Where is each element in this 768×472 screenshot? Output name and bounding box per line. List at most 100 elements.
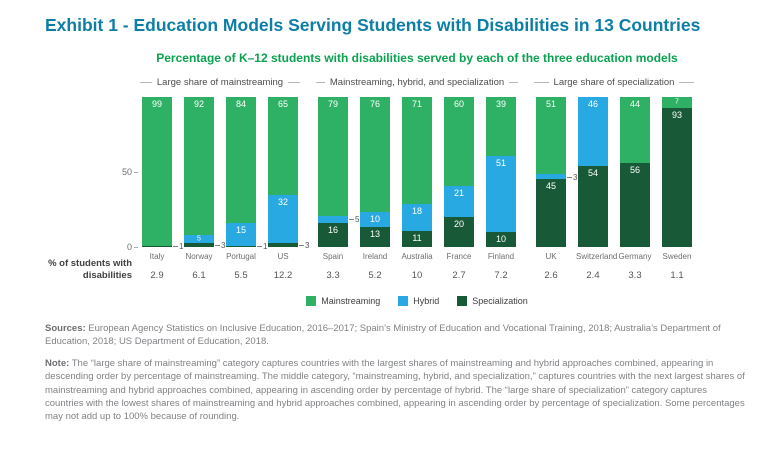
stacked-bar: 51 45 bbox=[536, 97, 566, 248]
bar-group: Large share of specialization 3 51 45 UK 2.6 4… bbox=[534, 76, 694, 281]
bar-column: 60 21 20 France 2.7 bbox=[442, 97, 476, 281]
segment-hybrid bbox=[318, 215, 348, 224]
segment-specialization bbox=[142, 245, 172, 248]
group-header-line bbox=[288, 82, 300, 84]
stacked-bar: 44 56 bbox=[620, 97, 650, 248]
legend-label: Mainstreaming bbox=[321, 296, 381, 307]
bar-area: 99 bbox=[140, 97, 174, 248]
country-label: Italy bbox=[149, 252, 165, 262]
bar-value-label: 51 bbox=[495, 157, 506, 168]
legend-item-mainstreaming: Mainstreaming bbox=[306, 296, 381, 307]
group-header: Mainstreaming, hybrid, and specializatio… bbox=[316, 76, 519, 89]
bar-value-label: 21 bbox=[453, 188, 464, 199]
legend-item-hybrid: Hybrid bbox=[398, 296, 439, 307]
segment-hybrid: 5 bbox=[184, 235, 214, 243]
segment-hybrid: 21 bbox=[444, 186, 474, 218]
country-label: Germany bbox=[618, 252, 652, 262]
country-label: Switzerland bbox=[576, 252, 618, 262]
group-header-line bbox=[316, 82, 325, 84]
bar-column: 76 10 13 Ireland 5.2 bbox=[358, 97, 392, 281]
segment-mainstreaming: 76 bbox=[360, 97, 390, 213]
bar-value-label: 44 bbox=[629, 99, 640, 110]
bar-value-label: 60 bbox=[453, 99, 464, 110]
pct-students-value: 3.3 bbox=[628, 270, 642, 282]
country-label: Finland bbox=[487, 252, 515, 262]
country-label: Sweden bbox=[662, 252, 692, 262]
segment-hybrid bbox=[536, 174, 566, 179]
pct-students-value: 6.1 bbox=[192, 270, 206, 282]
segment-mainstreaming: 7 bbox=[662, 97, 692, 108]
segment-hybrid: 10 bbox=[360, 212, 390, 228]
stacked-bar: 99 bbox=[142, 97, 172, 248]
bar-column: 46 54 Switzerland 2.4 bbox=[576, 97, 618, 282]
bar-value-label: 3 bbox=[299, 241, 309, 250]
bar-area: 76 10 13 bbox=[358, 97, 392, 248]
y-tick: 0 bbox=[127, 242, 138, 252]
pct-students-value: 2.4 bbox=[586, 270, 600, 282]
stacked-bar: 76 10 13 bbox=[360, 97, 390, 248]
exhibit-title: Exhibit 1 - Education Models Serving Stu… bbox=[45, 15, 701, 35]
segment-mainstreaming: 71 bbox=[402, 97, 432, 204]
bar-value-label: 71 bbox=[411, 99, 422, 110]
y-tick: 50 bbox=[122, 167, 138, 177]
bar-area: 7 93 bbox=[660, 97, 694, 248]
bar-value-label: 20 bbox=[453, 219, 464, 230]
bar-value-label: 10 bbox=[495, 234, 506, 245]
pct-students-value: 2.6 bbox=[544, 270, 558, 282]
segment-specialization: 45 bbox=[536, 178, 566, 248]
bar-column: 7 93 Sweden 1.1 bbox=[660, 97, 694, 281]
bar-value-label: 51 bbox=[545, 99, 556, 110]
group-header-line bbox=[509, 82, 519, 84]
bar-value-label: 32 bbox=[277, 196, 288, 207]
bar-value-label: 5 bbox=[197, 235, 201, 243]
bar-value-label: 18 bbox=[411, 205, 422, 216]
segment-specialization bbox=[268, 242, 298, 248]
bar-value-label: 10 bbox=[369, 214, 380, 225]
bar-value-label: 45 bbox=[545, 180, 556, 191]
bars-row: 1 99 Italy 2.9 3 92 5 Norway 6.1 1 84 15 Portugal 5.5… bbox=[140, 97, 309, 282]
bars-row: 3 51 45 UK 2.6 46 54 Switzerland 2.4 44 56 Germany 3… bbox=[534, 97, 694, 281]
country-label: Spain bbox=[322, 252, 344, 262]
bar-column: 3 65 32 US 12.2 bbox=[266, 97, 309, 281]
segment-hybrid: 51 bbox=[486, 155, 516, 233]
segment-mainstreaming: 99 bbox=[142, 97, 172, 246]
bar-group: Mainstreaming, hybrid, and specializatio… bbox=[316, 76, 519, 281]
bar-area: 79 16 bbox=[316, 97, 350, 248]
bar-value-label: 56 bbox=[629, 165, 640, 176]
pct-students-row-label: % of students with disabilities bbox=[48, 258, 132, 282]
legend-swatch-hybrid bbox=[398, 296, 409, 307]
bar-value-label: 39 bbox=[495, 99, 506, 110]
stacked-bar: 71 18 11 bbox=[402, 97, 432, 248]
bar-value-label: 65 bbox=[277, 99, 288, 110]
bar-group: Large share of mainstreaming 1 99 Italy 2.9 3… bbox=[140, 76, 309, 282]
segment-hybrid: 15 bbox=[226, 223, 256, 246]
footer: Sources: European Agency Statistics on I… bbox=[45, 322, 745, 423]
segment-specialization: 20 bbox=[444, 217, 474, 248]
note-label: Note: bbox=[45, 358, 70, 370]
bar-area: 92 5 bbox=[182, 97, 216, 248]
group-label: Mainstreaming, hybrid, and specializatio… bbox=[329, 77, 505, 89]
segment-specialization: 54 bbox=[578, 166, 608, 248]
pct-students-value: 1.1 bbox=[670, 270, 684, 282]
sources-note: Sources: European Agency Statistics on I… bbox=[45, 322, 745, 348]
bar-column: 1 84 15 Portugal 5.5 bbox=[224, 97, 267, 281]
country-label: US bbox=[277, 252, 289, 262]
segment-hybrid: 46 bbox=[578, 97, 608, 167]
bar-value-label: 99 bbox=[151, 99, 162, 110]
legend-label: Specialization bbox=[472, 296, 528, 307]
bar-area: 84 15 bbox=[224, 97, 258, 248]
pct-students-value: 5.2 bbox=[368, 270, 382, 282]
segment-specialization: 16 bbox=[318, 223, 348, 248]
stacked-bar: 92 5 bbox=[184, 97, 214, 248]
bar-value-label: 76 bbox=[369, 99, 380, 110]
country-label: Portugal bbox=[226, 252, 256, 262]
legend-swatch-mainstreaming bbox=[306, 296, 317, 307]
group-header: Large share of mainstreaming bbox=[140, 76, 300, 89]
group-header-line bbox=[140, 82, 152, 84]
legend-item-specialization: Specialization bbox=[457, 296, 528, 307]
segment-hybrid: 18 bbox=[402, 203, 432, 231]
country-label: Ireland bbox=[362, 252, 388, 262]
group-header-line bbox=[534, 82, 549, 84]
bar-value-label: 93 bbox=[671, 109, 682, 120]
